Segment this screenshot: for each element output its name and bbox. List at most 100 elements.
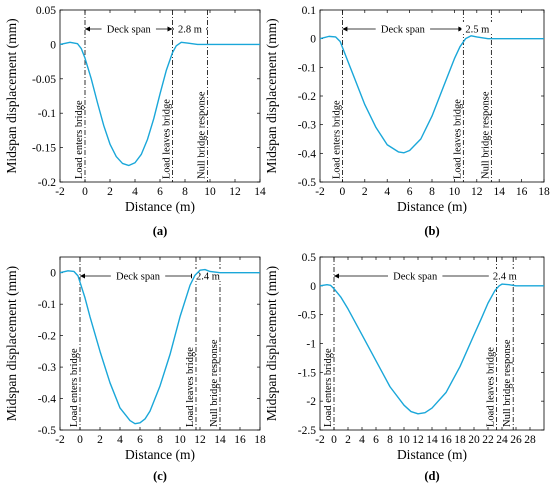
x-tick-label: 16 (440, 434, 452, 446)
y-axis-label: Midspan displacement (mm) (264, 266, 279, 421)
span-label: Deck span (116, 272, 161, 283)
x-tick-label: 8 (182, 186, 188, 198)
x-tick-label: 14 (254, 186, 266, 198)
x-tick-label: 24 (496, 434, 508, 446)
span-label-bg (101, 22, 156, 34)
y-tick-label: -0.4 (298, 148, 316, 160)
x-tick-label: 4 (384, 186, 390, 198)
y-tick-label: 0 (310, 281, 316, 293)
x-tick-label: 10 (174, 434, 186, 446)
x-tick-label: 4 (359, 434, 365, 446)
y-tick-label: -0.2 (38, 331, 56, 343)
marker-label: Load leaves bridge (185, 347, 196, 427)
x-tick-label: 18 (538, 186, 550, 198)
panel-caption: (c) (153, 469, 167, 483)
marker-label: Null bridge response (197, 91, 208, 179)
displacement-series-line (59, 41, 260, 167)
span-arrowhead-left (342, 26, 348, 32)
span-label: 2.4 m (493, 272, 517, 283)
y-tick-label: -2.5 (298, 425, 316, 437)
x-tick-label: 6 (407, 186, 413, 198)
x-tick-label: 8 (387, 434, 393, 446)
chart-panel: -2 0 2 4 6 8 10 12 14 16 18 0 -0.1 -0.2 -0.3 -0.4 -0.5 Di… (4, 256, 266, 483)
x-tick-label: 2 (362, 186, 368, 198)
x-tick-label: 10 (398, 434, 410, 446)
y-tick-label: -0.15 (32, 143, 56, 155)
y-axis-label: Midspan displacement (mm) (264, 18, 279, 173)
x-tick-label: 20 (468, 434, 480, 446)
y-tick-label: 0 (50, 39, 56, 51)
x-tick-label: 6 (373, 434, 379, 446)
panel-caption: (b) (424, 224, 439, 238)
y-axis-label: Midspan displacement (mm) (4, 18, 19, 173)
y-tick-label: -0.4 (38, 394, 56, 406)
span-label-bg (388, 269, 443, 281)
x-tick-label: 14 (214, 434, 226, 446)
x-tick-label: 4 (117, 434, 123, 446)
x-tick-label: 14 (426, 434, 438, 446)
span-label-bg (110, 269, 166, 281)
y-tick-label: -0.2 (38, 177, 56, 189)
chart-panel: -2 0 2 4 6 8 10 12 14 0.05 0 -0.05 -0.1 -0.15 -0.2 Dist… (4, 5, 266, 238)
x-tick-label: 0 (331, 434, 337, 446)
x-tick-label: -2 (315, 186, 325, 198)
x-axis-label: Distance (m) (397, 199, 467, 214)
span-arrowhead-right (458, 26, 464, 32)
span-arrowhead-left (334, 273, 339, 279)
x-tick-label: 14 (493, 186, 505, 198)
x-axis-label: Distance (m) (125, 199, 195, 214)
x-tick-label: 16 (516, 186, 528, 198)
x-tick-label: 18 (454, 434, 466, 446)
x-tick-label: 0 (77, 434, 83, 446)
y-tick-label: 0.5 (302, 252, 317, 264)
y-tick-label: -2 (306, 396, 316, 408)
x-tick-label: 12 (471, 186, 483, 198)
marker-label: Load enters bridge (323, 348, 334, 427)
panel-caption: (a) (153, 224, 168, 238)
x-tick-label: 12 (412, 434, 424, 446)
x-tick-label: 26 (510, 434, 522, 446)
x-tick-label: 8 (157, 434, 163, 446)
displacement-series-line (319, 283, 544, 415)
x-tick-label: 28 (524, 434, 536, 446)
span-label-bg (375, 22, 431, 34)
x-tick-label: 0 (340, 186, 346, 198)
span-arrowhead-left (80, 273, 85, 279)
x-tick-label: 12 (194, 434, 206, 446)
span-label-bg (461, 22, 494, 34)
x-tick-label: 10 (449, 186, 461, 198)
y-tick-label: -0.1 (38, 299, 56, 311)
x-tick-label: 2 (107, 186, 113, 198)
marker-label: Load leaves bridge (485, 347, 496, 427)
marker-label: Null bridge response (480, 91, 491, 179)
marker-label: Load leaves bridge (162, 99, 173, 179)
span-arrowhead-right (167, 26, 173, 32)
x-tick-label: 8 (429, 186, 435, 198)
marker-label: Load enters bridge (331, 100, 342, 179)
y-tick-label: -0.05 (32, 74, 56, 86)
plot-frame (59, 256, 261, 431)
y-tick-label: -0.5 (38, 425, 56, 437)
marker-label: Load leaves bridge (452, 99, 463, 179)
marker-label: Load enters bridge (74, 100, 85, 179)
y-tick-label: -0.1 (298, 62, 316, 74)
chart-panel: -2 0 2 4 6 8 10 12 14 16 18 0.1 0 -0.1 -0.2 -0.3 -0.4 -0.… (264, 5, 550, 238)
y-tick-label: -0.3 (298, 120, 316, 132)
span-label: 2.8 m (178, 25, 202, 36)
y-tick-label: -0.2 (298, 91, 316, 103)
y-tick-label: -0.5 (298, 177, 316, 189)
x-tick-label: 6 (137, 434, 143, 446)
y-tick-label: 0 (310, 34, 316, 46)
y-tick-label: -0.5 (298, 310, 316, 322)
y-tick-label: 0.05 (36, 5, 56, 17)
y-tick-label: -0.1 (38, 108, 56, 120)
x-tick-label: 6 (157, 186, 163, 198)
x-tick-label: 18 (254, 434, 266, 446)
chart-panel: -2 0 2 4 6 8 10 12 14 16 18 20 22 24 26 280.50-0.5-1-1.… (264, 252, 545, 483)
displacement-series-line (319, 35, 544, 154)
span-label-bg (488, 269, 521, 281)
x-tick-label: 4 (132, 186, 138, 198)
y-tick-label: 0 (50, 268, 56, 280)
y-tick-label: -1.5 (298, 367, 316, 379)
